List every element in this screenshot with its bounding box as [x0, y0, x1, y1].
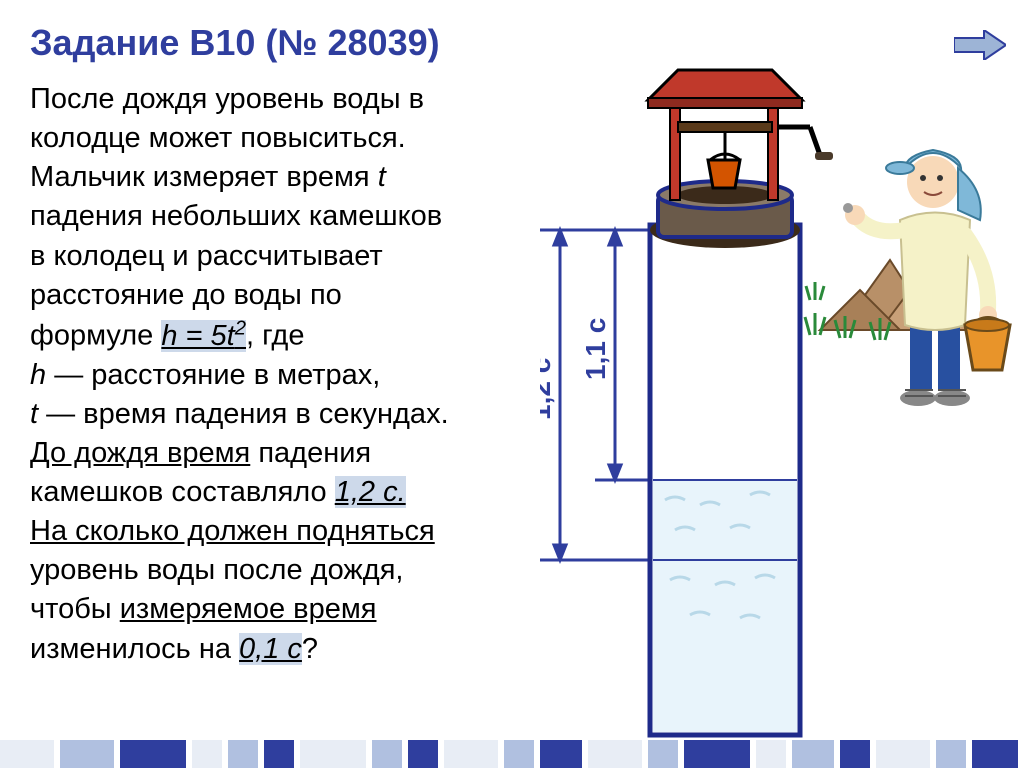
- stripe-segment: [540, 740, 588, 768]
- stripe-segment: [228, 740, 264, 768]
- stripe-segment: [840, 740, 876, 768]
- formula: h = 5t2: [161, 320, 246, 352]
- stripe-segment: [936, 740, 972, 768]
- value-delta: 0,1 с: [239, 633, 302, 665]
- dim-label-right: 1,1 с: [580, 318, 611, 380]
- stripe-segment: [120, 740, 192, 768]
- value-before: 1,2 с.: [335, 476, 406, 508]
- stripe-segment: [648, 740, 684, 768]
- text-segment: камешков составляло: [30, 476, 335, 508]
- text-segment: падения небольших камешков: [30, 200, 442, 232]
- text-segment: расстояние до воды по: [30, 279, 342, 311]
- stripe-segment: [0, 740, 60, 768]
- text-segment: ?: [302, 633, 318, 665]
- text-segment: — расстояние в метрах,: [46, 359, 380, 391]
- text-segment: изменилось на: [30, 633, 239, 665]
- water-lower: [653, 560, 797, 732]
- stripe-segment: [684, 740, 756, 768]
- text-segment: формуле: [30, 320, 161, 352]
- formula-exp: 2: [235, 317, 246, 339]
- text-segment: После дождя уровень воды в: [30, 83, 424, 115]
- stripe-segment: [504, 740, 540, 768]
- variable-h: h: [30, 359, 46, 391]
- stripe-segment: [756, 740, 792, 768]
- arrow-shape: [954, 30, 1006, 60]
- dim-label-left: 1,2 с: [540, 358, 556, 420]
- stripe-segment: [792, 740, 840, 768]
- text-underlined: измеряемое время: [120, 593, 377, 625]
- well-structure: [648, 70, 833, 237]
- water-upper: [653, 480, 797, 560]
- text-segment: уровень воды после дождя,: [30, 554, 403, 586]
- stripe-segment: [444, 740, 504, 768]
- variable-t2: t: [30, 398, 38, 430]
- page-title: Задание В10 (№ 28039): [30, 22, 440, 64]
- stripe-segment: [60, 740, 120, 768]
- text-segment: колодце может повыситься.: [30, 122, 406, 154]
- text-segment: — время падения в секундах.: [38, 398, 449, 430]
- variable-t: t: [378, 161, 386, 193]
- formula-base: h = 5t: [161, 320, 234, 352]
- stripe-segment: [300, 740, 372, 768]
- dimension-left: [540, 230, 650, 560]
- text-segment: падения: [250, 437, 371, 469]
- text-segment: Мальчик измеряет время: [30, 161, 378, 193]
- stripe-segment: [372, 740, 408, 768]
- text-segment: в колодец и рассчитывает: [30, 240, 383, 272]
- next-arrow-icon[interactable]: [954, 30, 1006, 60]
- stripe-segment: [264, 740, 300, 768]
- text-segment: чтобы: [30, 593, 120, 625]
- stripe-segment: [972, 740, 1024, 768]
- text-underlined: До дождя время: [30, 437, 250, 469]
- question-line: На сколько должен подняться: [30, 515, 435, 547]
- stripe-segment: [876, 740, 936, 768]
- stripe-segment: [408, 740, 444, 768]
- problem-text: После дождя уровень воды в колодце может…: [30, 80, 535, 669]
- well-diagram: 1,2 с 1,1 с: [540, 60, 1020, 740]
- stripe-segment: [588, 740, 648, 768]
- boy-illustration: [843, 150, 1010, 406]
- footer-stripe: [0, 740, 1024, 768]
- text-segment: , где: [246, 320, 304, 352]
- stripe-segment: [192, 740, 228, 768]
